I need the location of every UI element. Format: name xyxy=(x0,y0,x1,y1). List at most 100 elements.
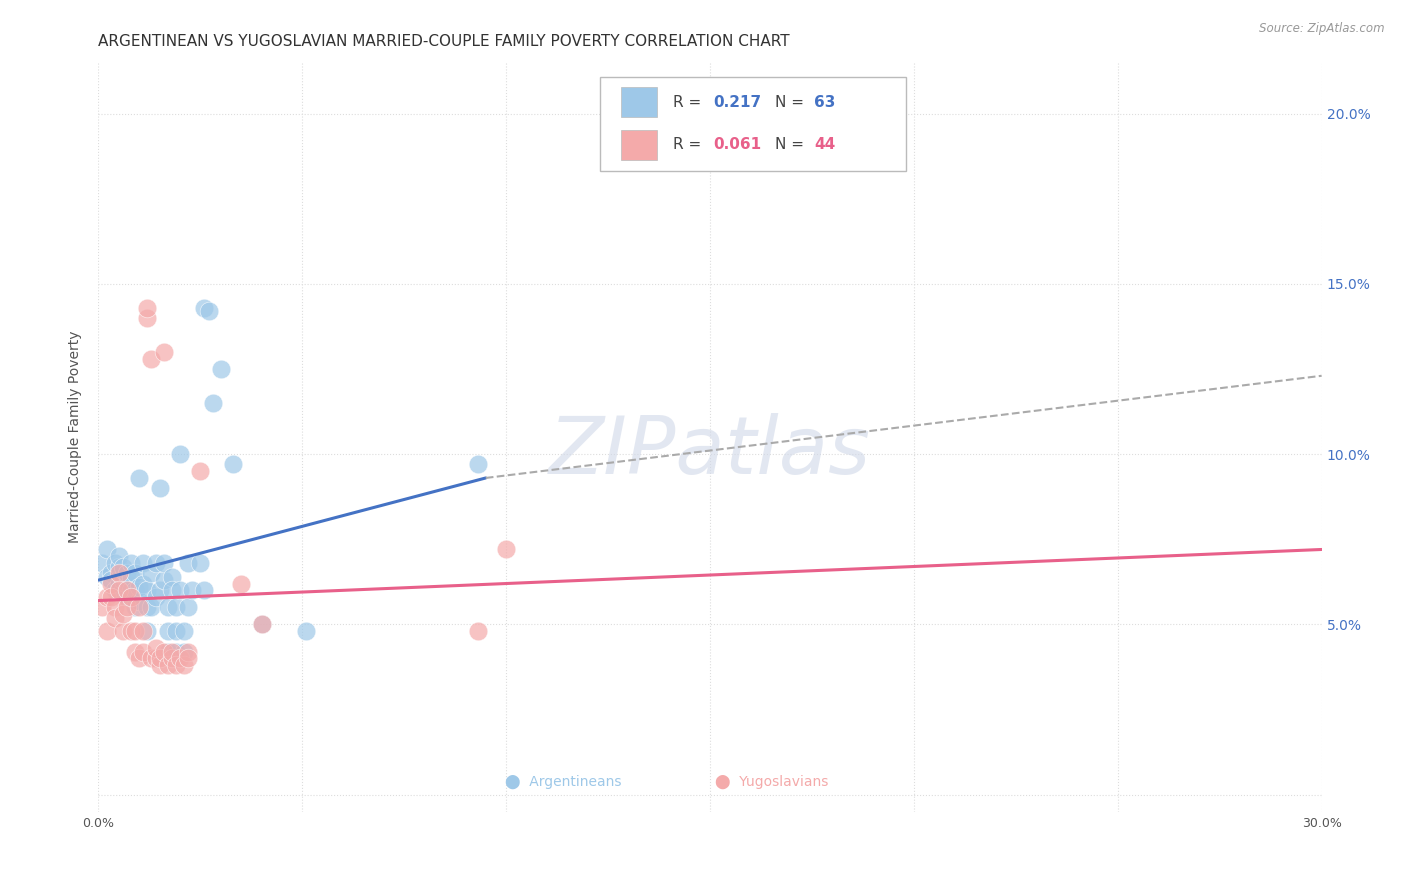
Point xyxy=(111,583,134,598)
Point xyxy=(96,590,118,604)
Text: R =: R = xyxy=(673,137,706,153)
Point xyxy=(96,570,118,584)
Point xyxy=(120,624,142,639)
Point xyxy=(169,447,191,461)
Point xyxy=(156,624,179,639)
Point xyxy=(128,471,150,485)
Point xyxy=(209,362,232,376)
Point xyxy=(104,556,127,570)
Point xyxy=(145,590,167,604)
Point xyxy=(111,573,134,587)
Point xyxy=(141,351,163,366)
Point xyxy=(136,600,159,615)
Point xyxy=(193,583,215,598)
Point xyxy=(152,556,174,570)
Point xyxy=(193,301,215,315)
Point xyxy=(132,556,155,570)
Point xyxy=(128,651,150,665)
Point xyxy=(156,645,179,659)
Text: 0.061: 0.061 xyxy=(714,137,762,153)
Point xyxy=(104,583,127,598)
Point xyxy=(156,600,179,615)
Point xyxy=(120,556,142,570)
Point xyxy=(145,556,167,570)
Point xyxy=(136,583,159,598)
Point xyxy=(115,600,138,615)
Text: ⬤  Argentineans: ⬤ Argentineans xyxy=(505,774,621,789)
Point xyxy=(156,658,179,673)
Text: 63: 63 xyxy=(814,95,835,110)
Point xyxy=(141,566,163,581)
Point xyxy=(115,583,138,598)
Point xyxy=(91,556,114,570)
Point xyxy=(124,645,146,659)
Point xyxy=(295,624,318,639)
Point xyxy=(165,624,187,639)
FancyBboxPatch shape xyxy=(600,78,905,171)
Text: Source: ZipAtlas.com: Source: ZipAtlas.com xyxy=(1260,22,1385,36)
Point xyxy=(111,624,134,639)
Point xyxy=(160,583,183,598)
Point xyxy=(136,301,159,315)
Point xyxy=(467,624,489,639)
Point xyxy=(145,641,167,656)
FancyBboxPatch shape xyxy=(620,130,658,160)
Point xyxy=(128,593,150,607)
Point xyxy=(141,600,163,615)
Point xyxy=(188,556,212,570)
Point xyxy=(250,617,273,632)
Point xyxy=(152,645,174,659)
Point xyxy=(177,600,200,615)
Point xyxy=(100,590,122,604)
Point xyxy=(128,600,150,615)
Point xyxy=(115,566,138,581)
Point xyxy=(104,610,127,624)
Point xyxy=(177,651,200,665)
Point xyxy=(108,576,131,591)
Point xyxy=(120,590,142,604)
Text: ⬤  Yugoslavians: ⬤ Yugoslavians xyxy=(714,774,828,789)
Point xyxy=(111,559,134,574)
Point xyxy=(120,583,142,598)
Point xyxy=(108,549,131,564)
Point xyxy=(115,576,138,591)
Point xyxy=(169,651,191,665)
Point xyxy=(165,658,187,673)
Point xyxy=(124,600,146,615)
Point xyxy=(177,645,200,659)
Point xyxy=(197,304,219,318)
Point xyxy=(120,570,142,584)
Point xyxy=(91,600,114,615)
Text: 44: 44 xyxy=(814,137,835,153)
Text: ARGENTINEAN VS YUGOSLAVIAN MARRIED-COUPLE FAMILY POVERTY CORRELATION CHART: ARGENTINEAN VS YUGOSLAVIAN MARRIED-COUPL… xyxy=(98,34,790,49)
Text: N =: N = xyxy=(775,137,808,153)
Point xyxy=(124,624,146,639)
Point xyxy=(100,576,122,591)
Point xyxy=(136,310,159,325)
Text: ZIPatlas: ZIPatlas xyxy=(548,413,872,491)
Point xyxy=(108,559,131,574)
Point xyxy=(96,542,118,557)
Point xyxy=(149,658,172,673)
FancyBboxPatch shape xyxy=(620,87,658,117)
Point xyxy=(173,645,195,659)
Point xyxy=(111,607,134,622)
Point xyxy=(104,600,127,615)
Point xyxy=(141,651,163,665)
Point xyxy=(100,573,122,587)
Point xyxy=(165,645,187,659)
Text: N =: N = xyxy=(775,95,808,110)
Point xyxy=(160,645,183,659)
Point xyxy=(152,345,174,359)
Point xyxy=(188,464,212,478)
Point xyxy=(128,580,150,594)
Point xyxy=(149,651,172,665)
Point xyxy=(495,542,517,557)
Point xyxy=(132,645,155,659)
Point xyxy=(467,458,489,472)
Text: R =: R = xyxy=(673,95,706,110)
Point xyxy=(181,583,204,598)
Point xyxy=(165,600,187,615)
Point xyxy=(136,624,159,639)
Point xyxy=(160,570,183,584)
